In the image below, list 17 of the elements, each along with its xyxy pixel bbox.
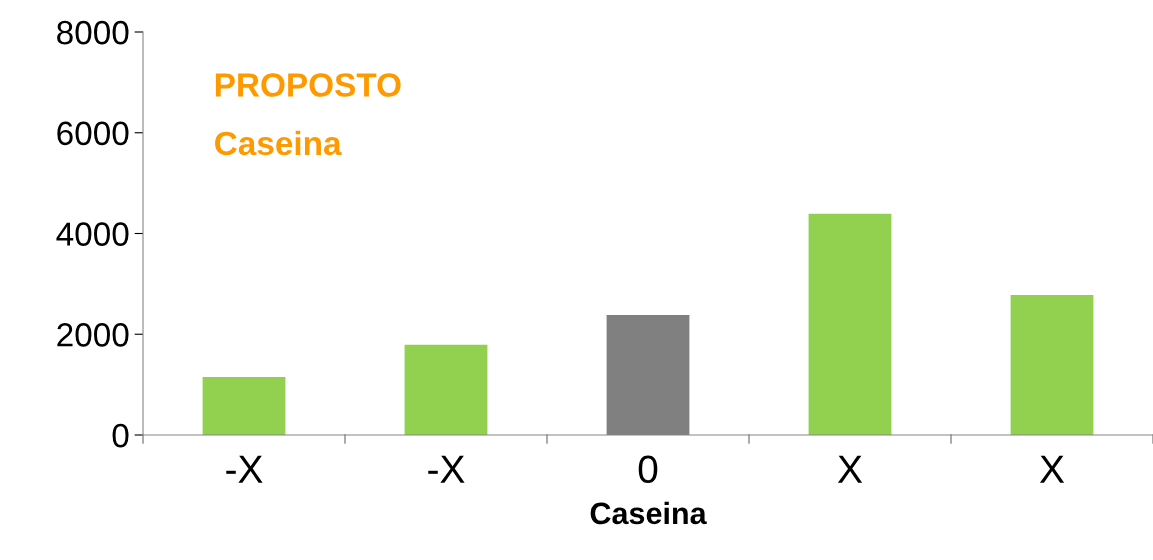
bar: [202, 377, 286, 435]
bar: [1010, 294, 1094, 435]
x-tick-label: -X: [428, 455, 465, 483]
bar: [808, 213, 892, 435]
x-tick-label: X: [837, 455, 863, 483]
x-tick-label: -X: [226, 455, 263, 483]
x-tick-label: 0: [638, 455, 658, 484]
annotation: Caseina: [215, 130, 342, 156]
annotation: PROPOSTO: [215, 73, 401, 97]
y-tick-label: 0: [112, 423, 129, 448]
y-tick-label: 2000: [57, 323, 129, 347]
x-tick-label: X: [1039, 455, 1065, 483]
x-axis-title: Caseina: [590, 501, 707, 525]
bar: [404, 344, 488, 435]
y-tick-label: 6000: [57, 121, 129, 146]
y-tick-label: 8000: [57, 20, 129, 45]
y-tick-label: 4000: [56, 222, 129, 246]
